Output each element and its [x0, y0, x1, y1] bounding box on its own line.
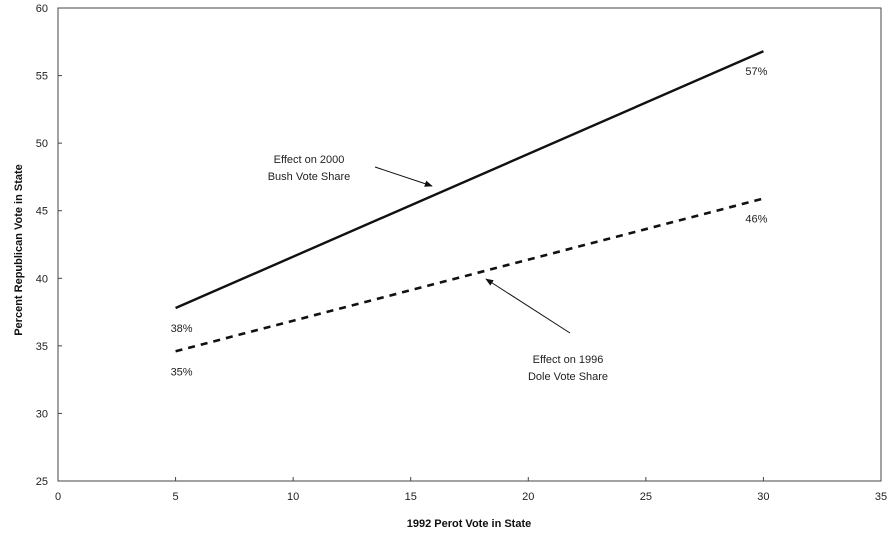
data-label: 46% [745, 214, 767, 226]
y-tick-label: 35 [36, 341, 48, 353]
y-tick-label: 50 [36, 138, 48, 150]
annotation-dole-arrow [486, 279, 570, 333]
y-tick-label: 60 [36, 3, 48, 15]
x-axis-title: 1992 Perot Vote in State [407, 518, 532, 530]
x-tick-label: 25 [640, 491, 652, 503]
plot-frame [58, 8, 881, 481]
y-tick-label: 25 [36, 476, 48, 488]
annotation-dole-line-1: Effect on 1996 [533, 354, 604, 366]
annotation-bush-line-2: Bush Vote Share [268, 171, 351, 183]
x-tick-label: 20 [522, 491, 534, 503]
y-tick-label: 30 [36, 408, 48, 420]
y-axis-title: Percent Republican Vote in State [13, 164, 25, 336]
series-line-solid [176, 51, 764, 308]
annotation-bush-arrow [375, 167, 432, 186]
data-label: 35% [171, 366, 193, 378]
x-tick-label: 0 [55, 491, 61, 503]
y-tick-label: 45 [36, 206, 48, 218]
data-label: 38% [171, 323, 193, 335]
annotation-dole-line-2: Dole Vote Share [528, 371, 608, 383]
x-tick-label: 10 [287, 491, 299, 503]
x-tick-label: 15 [405, 491, 417, 503]
data-label: 57% [745, 66, 767, 78]
y-tick-label: 55 [36, 71, 48, 83]
series-line-dashed [176, 199, 764, 352]
x-tick-label: 30 [757, 491, 769, 503]
x-tick-label: 5 [173, 491, 179, 503]
y-tick-label: 40 [36, 273, 48, 285]
annotation-bush-line-1: Effect on 2000 [274, 154, 345, 166]
x-tick-label: 35 [875, 491, 887, 503]
